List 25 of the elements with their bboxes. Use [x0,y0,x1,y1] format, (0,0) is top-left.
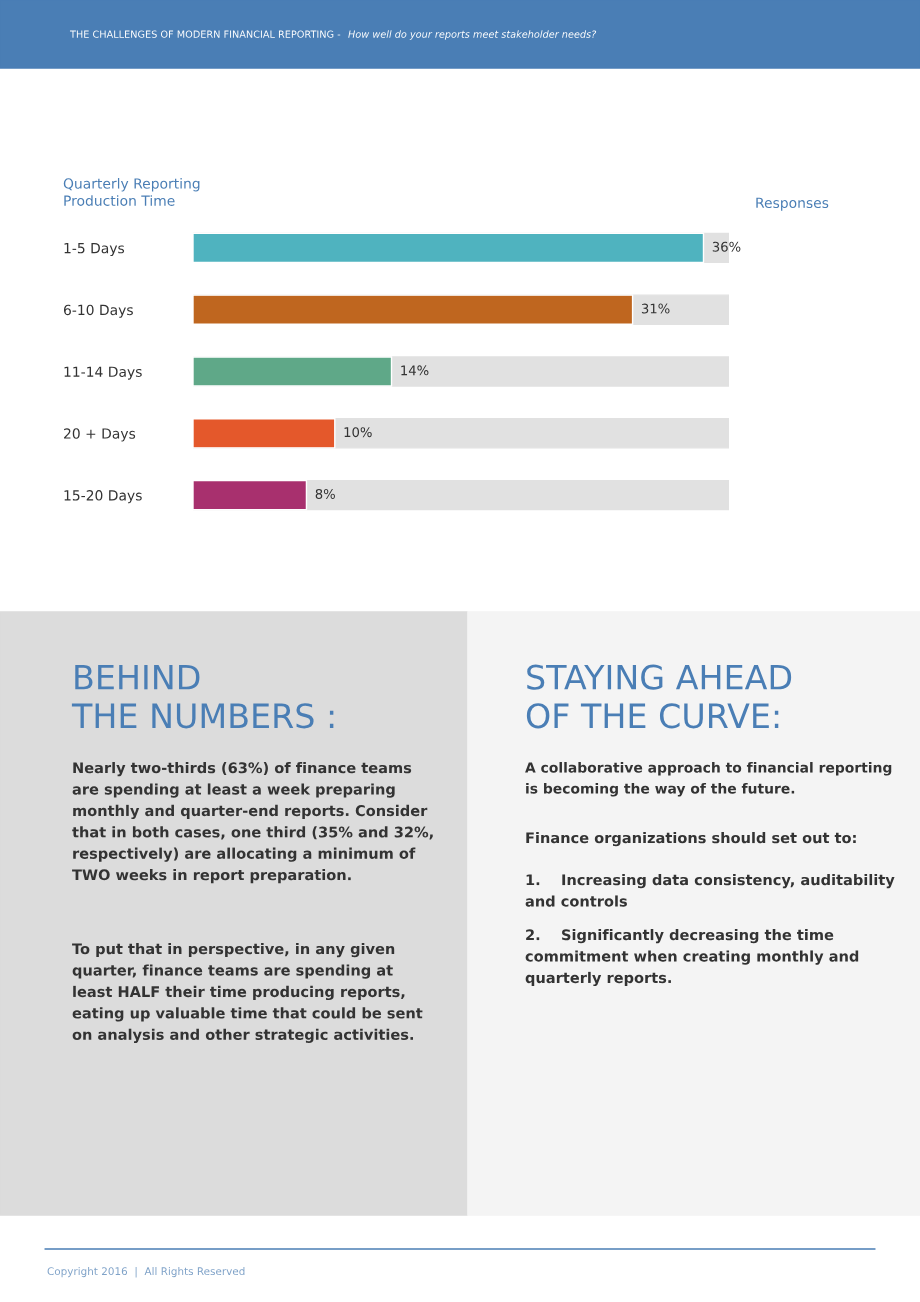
data-label: 14% [401,365,429,376]
y-tick-label: 6-10 Days [63,304,133,318]
chart-title: THE CHALLENGES OF MODERN FINANCIAL REPORTING - [69,30,341,38]
data-label: 8% [315,488,335,499]
y-tick-label: 20 + Days [64,428,136,442]
data-label: 36% [712,241,741,252]
y-axis-title: Quarterly Reporting Production Time [63,178,200,206]
text: A collaborative approach to financial reporting is becoming the way of the future. [525,762,892,797]
text: Nearly two-thirds (63%) of finance teams are spending at least a week preparing monthly and quarter-end reports. Consider that in both cases, one third (35% and 32%, respectively) are allocating a minimum of TWO weeks in report preparation. [72,762,433,884]
chart-subtitle: How well do your reports meet stakeholder needs? [348,30,597,40]
y-tick-label: 11-14 Days [64,366,142,380]
y-tick-label: 1-5 Days [64,243,125,257]
text: 2. Significantly decreasing the time commitment when creating monthly and quarterly reports. [525,929,859,987]
bar [193,418,336,449]
text: Finance organizations should set out to: [526,832,856,847]
y-tick-label: 15-20 Days [64,490,142,504]
text: To put that in perspective, in any given quarter, finance teams are spending at least HALF their time producing reports, eating up valuable time that could be sent on analysis and other strategic activities. [72,943,423,1043]
text: STAYING AHEAD OF THE CURVE: [526,664,792,729]
text: 1. Increasing data consistency, auditability and controls [525,874,895,907]
data-label: 31% [641,303,670,314]
text: Copyright 2016 | All Rights Reserved [47,1267,245,1278]
y2-axis-title: Responses [756,197,829,211]
text: BEHIND THE NUMBERS : [71,665,334,729]
bar [193,479,308,511]
data-label: 10% [344,427,372,438]
